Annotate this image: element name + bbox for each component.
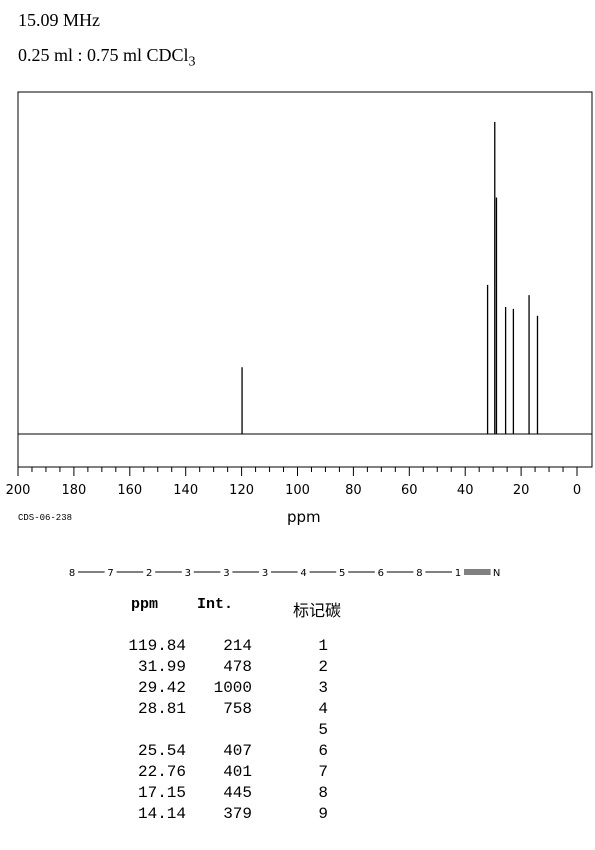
cell-ppm: 29.42 — [137, 679, 186, 697]
x-tick-label: 120 — [229, 483, 254, 498]
x-axis-ticks: 200 180 160 140 120 100 80 60 40 20 0 — [6, 467, 581, 498]
atom-label: 8 — [416, 568, 422, 579]
table-row: 25.54 407 6 — [0, 742, 400, 763]
x-tick-label: 40 — [457, 483, 474, 498]
x-tick-label: 0 — [573, 483, 581, 498]
cell-ppm: 28.81 — [137, 700, 186, 718]
cell-atom: 5 — [318, 721, 328, 739]
cell-atom: 8 — [318, 784, 328, 802]
peaks-group — [241, 122, 539, 434]
x-tick-label: 180 — [61, 483, 86, 498]
table-row: 5 — [0, 721, 400, 742]
table-row: 28.81 758 4 — [0, 700, 400, 721]
atom-label: 4 — [300, 568, 306, 579]
spectrum-code: CDS-06-238 — [18, 513, 73, 523]
table-row: 17.15 445 8 — [0, 784, 400, 805]
x-tick-label: 200 — [6, 483, 31, 498]
x-tick-label: 100 — [285, 483, 310, 498]
x-tick-label: 20 — [513, 483, 530, 498]
solvent-text: 0.25 ml : 0.75 ml CDCl — [18, 45, 189, 65]
cell-intensity: 445 — [223, 784, 252, 802]
cell-atom: 7 — [318, 763, 328, 781]
cell-atom: 1 — [318, 637, 328, 655]
cell-atom: 4 — [318, 700, 328, 718]
nmr-spectrum-chart: 200 180 160 140 120 100 80 60 40 20 0 — [6, 91, 593, 498]
atom-label: 6 — [378, 568, 384, 579]
table-row: 119.84 214 1 — [0, 637, 400, 658]
cell-atom: 9 — [318, 805, 328, 823]
cell-intensity: 214 — [223, 637, 252, 655]
table-row: 31.99 478 2 — [0, 658, 400, 679]
cell-ppm: 17.15 — [137, 784, 186, 802]
cell-ppm: 31.99 — [137, 658, 186, 676]
cell-ppm: 25.54 — [137, 742, 186, 760]
atom-label: 2 — [146, 568, 152, 579]
solvent-subscript: 3 — [188, 54, 196, 70]
col-header-assignment: 标记碳 — [293, 601, 342, 620]
cell-ppm: 14.14 — [137, 805, 186, 823]
atom-label: N — [493, 568, 500, 579]
x-tick-label: 140 — [173, 483, 198, 498]
cell-atom: 2 — [318, 658, 328, 676]
cell-intensity: 379 — [223, 805, 252, 823]
table-row: 22.76 401 7 — [0, 763, 400, 784]
cell-intensity: 1000 — [213, 679, 252, 697]
cell-atom: 6 — [318, 742, 328, 760]
solvent-info: 0.25 ml : 0.75 ml CDCl3 — [18, 45, 196, 71]
cell-ppm: 22.76 — [137, 763, 186, 781]
col-header-int: Int. — [197, 596, 234, 613]
spectrometer-frequency: 15.09 MHz — [18, 10, 100, 30]
atom-label: 3 — [262, 568, 268, 579]
atom-label: 8 — [69, 568, 75, 579]
cell-intensity: 401 — [223, 763, 252, 781]
cell-atom: 3 — [318, 679, 328, 697]
molecule-structure: 8 7 2 3 3 3 4 5 6 8 1 N — [69, 568, 501, 579]
atom-label: 5 — [339, 568, 345, 579]
atom-label: 3 — [223, 568, 229, 579]
x-tick-label: 160 — [117, 483, 142, 498]
x-axis-label: ppm — [287, 508, 321, 526]
atom-label: 7 — [107, 568, 113, 579]
cell-intensity: 407 — [223, 742, 252, 760]
col-header-ppm: ppm — [131, 596, 159, 613]
atom-label: 3 — [185, 568, 191, 579]
cell-intensity: 758 — [223, 700, 252, 718]
table-row: 29.42 1000 3 — [0, 679, 400, 700]
plot-frame — [17, 91, 593, 468]
cell-ppm: 119.84 — [128, 637, 186, 655]
x-tick-label: 60 — [401, 483, 418, 498]
x-tick-label: 80 — [345, 483, 362, 498]
atom-label: 1 — [455, 568, 461, 579]
table-row: 14.14 379 9 — [0, 805, 400, 826]
cell-intensity: 478 — [223, 658, 252, 676]
